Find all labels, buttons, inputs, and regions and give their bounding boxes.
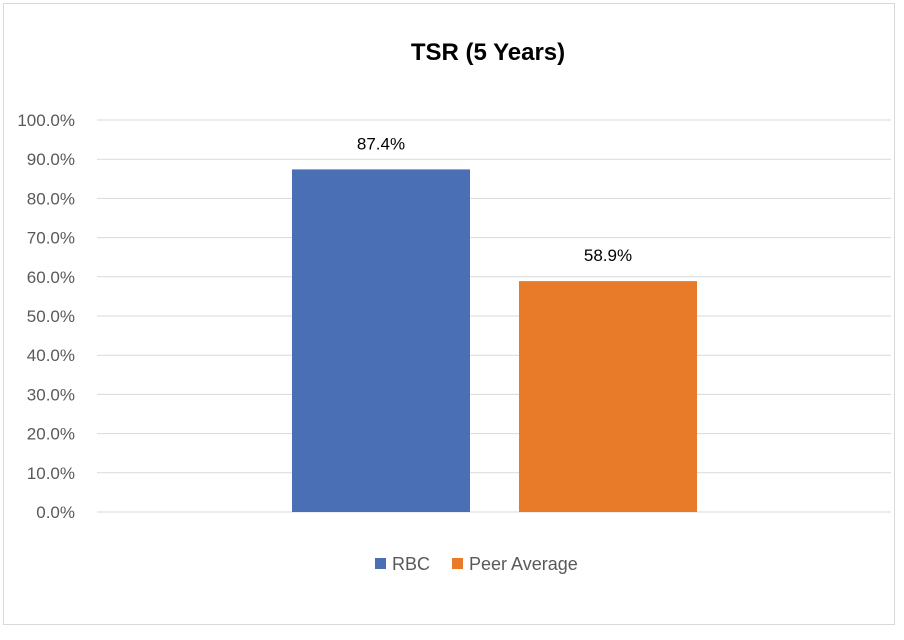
y-tick-label: 100.0%	[17, 111, 75, 130]
bar-peer-average	[519, 281, 697, 512]
data-label: 58.9%	[584, 246, 632, 265]
data-label: 87.4%	[357, 134, 405, 153]
bars	[292, 169, 697, 512]
y-tick-label: 60.0%	[27, 268, 75, 287]
grid-lines	[97, 119, 891, 513]
legend: RBC Peer Average	[375, 554, 578, 574]
y-tick-label: 90.0%	[27, 150, 75, 169]
legend-swatch	[452, 558, 463, 569]
legend-swatch	[375, 558, 386, 569]
bar-rbc	[292, 169, 470, 512]
y-tick-label: 0.0%	[36, 503, 75, 522]
y-tick-label: 40.0%	[27, 346, 75, 365]
y-tick-label: 50.0%	[27, 307, 75, 326]
data-labels: 87.4% 58.9%	[357, 134, 632, 265]
y-tick-label: 70.0%	[27, 229, 75, 248]
y-tick-label: 80.0%	[27, 189, 75, 208]
legend-label: RBC	[392, 554, 430, 574]
chart-title: TSR (5 Years)	[411, 39, 565, 66]
y-tick-label: 20.0%	[27, 425, 75, 444]
legend-label: Peer Average	[469, 554, 578, 574]
y-tick-label: 30.0%	[27, 385, 75, 404]
y-axis-ticks: 0.0% 10.0% 20.0% 30.0% 40.0% 50.0% 60.0% 70.0% 8…	[17, 111, 75, 522]
y-tick-label: 10.0%	[27, 464, 75, 483]
